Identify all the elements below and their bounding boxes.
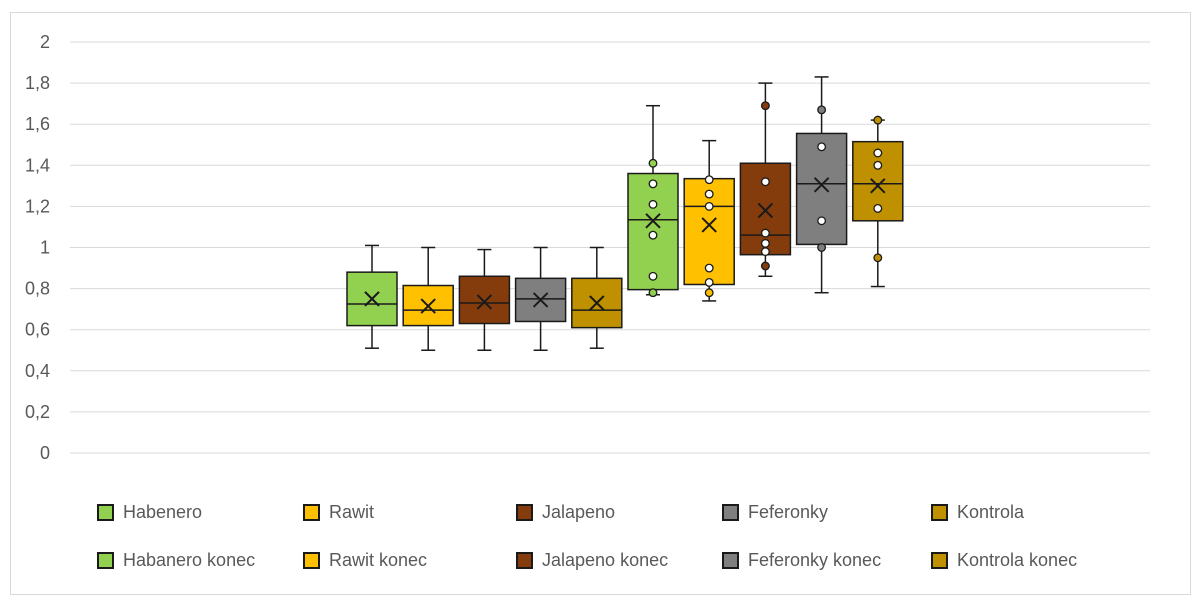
y-tick-label: 0,8	[25, 279, 50, 299]
box-jalapeno	[458, 275, 511, 325]
y-tick-label: 1,8	[25, 73, 50, 93]
data-point-jalapeno-konec	[760, 247, 770, 257]
data-point-habanero-konec	[648, 158, 658, 168]
mean-marker-habanero-konec	[645, 213, 661, 229]
y-tick-label: 0,6	[25, 320, 50, 340]
data-point-rawit-konec	[704, 277, 714, 287]
data-point-feferonky-konec	[817, 142, 827, 152]
mean-marker-rawit-konec	[701, 217, 717, 233]
y-tick-label: 1,2	[25, 196, 50, 216]
data-point-rawit-konec	[704, 175, 714, 185]
data-point-habanero-konec	[648, 271, 658, 281]
data-point-kontrola-konec	[873, 148, 883, 158]
data-point-jalapeno-konec	[760, 101, 770, 111]
y-tick-label: 1	[40, 238, 50, 258]
data-point-jalapeno-konec	[760, 177, 770, 187]
data-point-kontrola-konec	[873, 253, 883, 263]
y-tick-label: 0,2	[25, 402, 50, 422]
data-point-kontrola-konec	[873, 115, 883, 125]
mean-marker-rawit	[420, 298, 436, 314]
mean-marker-feferonky-konec	[813, 177, 830, 193]
data-point-kontrola-konec	[873, 160, 883, 170]
y-tick-label: 2	[40, 32, 50, 52]
data-point-rawit-konec	[704, 263, 714, 273]
box-feferonky-konec	[795, 132, 848, 246]
data-point-jalapeno-konec	[760, 238, 770, 248]
data-point-kontrola-konec	[873, 204, 883, 213]
data-point-feferonky-konec	[817, 105, 827, 115]
data-point-rawit-konec	[704, 288, 714, 298]
mean-marker-jalapeno-konec	[757, 202, 774, 219]
mean-marker-kontrola-konec	[870, 178, 886, 194]
data-point-habanero-konec	[648, 288, 658, 298]
data-point-rawit-konec	[704, 189, 714, 199]
y-tick-label: 0	[40, 443, 50, 463]
data-point-rawit-konec	[704, 201, 714, 211]
data-point-feferonky-konec	[817, 243, 827, 252]
y-tick-label: 1,6	[25, 114, 50, 134]
mean-marker-jalapeno	[476, 294, 493, 310]
data-point-jalapeno-konec	[760, 228, 770, 238]
y-tick-label: 0,4	[25, 361, 50, 381]
data-point-feferonky-konec	[817, 216, 827, 226]
mean-marker-habenero	[364, 291, 380, 307]
data-point-habanero-konec	[648, 179, 658, 189]
y-tick-label: 1,4	[25, 155, 50, 175]
data-point-habanero-konec	[648, 230, 658, 240]
data-point-jalapeno-konec	[760, 261, 770, 271]
mean-marker-kontrola	[589, 295, 605, 311]
mean-marker-feferonky	[532, 292, 549, 308]
data-point-habanero-konec	[648, 199, 658, 209]
